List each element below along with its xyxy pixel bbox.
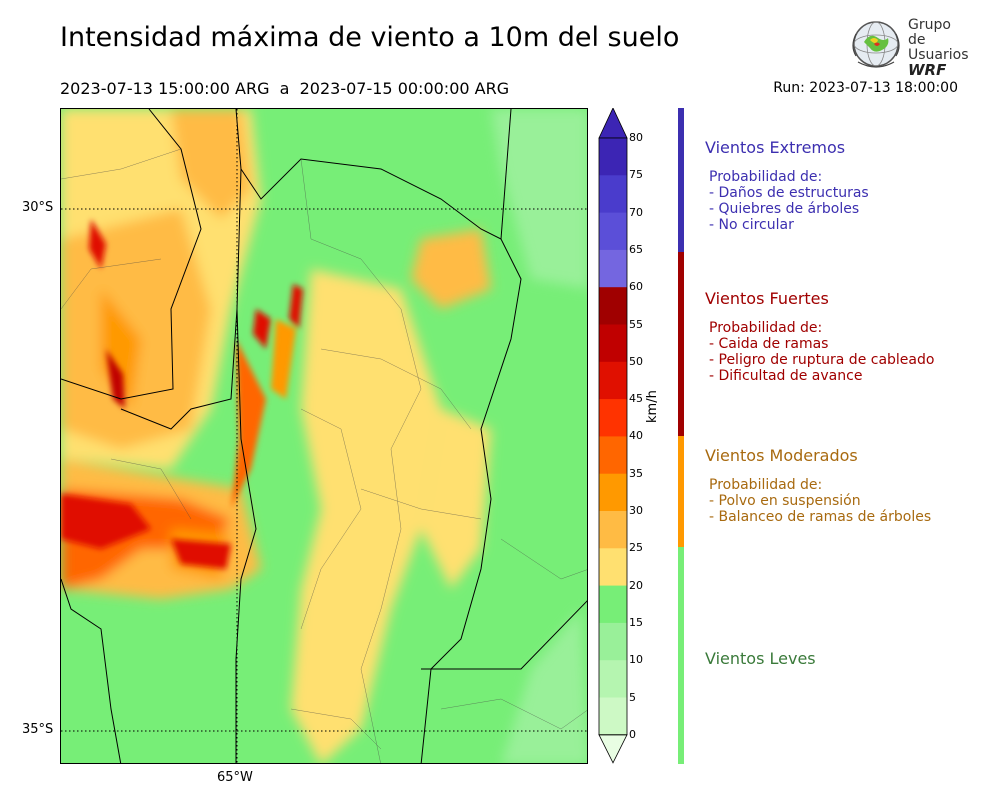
colorbar-tick-label: 60 — [629, 280, 643, 294]
colorbar-tick-label: 45 — [629, 392, 643, 406]
category-line: - Balanceo de ramas de árboles — [709, 509, 932, 525]
colorbar-box — [599, 138, 627, 176]
colorbar-tick-label: 40 — [629, 429, 643, 443]
category-title: Vientos Leves — [705, 649, 816, 668]
category-line: - No circular — [709, 217, 794, 233]
colorbar-box — [599, 660, 627, 698]
colorbar-box — [599, 175, 627, 214]
colorbar-tick-label: 25 — [629, 541, 643, 555]
colorbar-tick-label: 0 — [629, 727, 636, 741]
colorbar-bottom-arrow — [598, 734, 628, 764]
colorbar-tick-label: 15 — [629, 615, 643, 629]
wrf-logo: Grupo de Usuarios WRF — [848, 16, 969, 78]
category-title: Vientos Fuertes — [705, 289, 829, 308]
category-leves: Vientos Leves — [705, 649, 816, 680]
lat-label-30s: 30°S — [22, 200, 54, 215]
colorbar — [598, 108, 628, 764]
colorbar-tick-label: 65 — [629, 242, 643, 256]
wind-field — [61, 109, 587, 763]
colorbar-tick-label: 10 — [629, 653, 643, 667]
category-title: Vientos Extremos — [705, 138, 846, 157]
lon-label-65w: 65°W — [217, 770, 253, 785]
colorbar-tick-label: 70 — [629, 205, 643, 219]
colorbar-tick-label: 20 — [629, 578, 643, 592]
category-moderados: Vientos Moderados Probabilidad de: - Pol… — [705, 446, 931, 525]
logo-text: Grupo de Usuarios WRF — [908, 18, 969, 78]
category-line: - Daños de estructuras — [709, 185, 869, 201]
category-line: - Caida de ramas — [709, 336, 829, 352]
colorbar-tick-label: 5 — [629, 690, 636, 704]
band-fuertes — [678, 252, 684, 436]
colorbar-box — [599, 324, 627, 363]
forecast-period: 2023-07-13 15:00:00 ARG a 2023-07-15 00:… — [60, 79, 510, 98]
colorbar-box — [599, 511, 627, 549]
category-line: - Quiebres de árboles — [709, 201, 860, 217]
category-line: Probabilidad de: — [709, 477, 823, 493]
category-title: Vientos Moderados — [705, 446, 858, 465]
chart-title: Intensidad máxima de viento a 10m del su… — [60, 22, 680, 53]
run-time: Run: 2023-07-13 18:00:00 — [773, 80, 958, 96]
colorbar-box — [599, 548, 627, 587]
colorbar-box — [599, 287, 627, 325]
category-extremos: Vientos Extremos Probabilidad de: - Daño… — [705, 138, 869, 233]
colorbar-tick-label: 30 — [629, 504, 643, 517]
colorbar-box — [599, 473, 627, 512]
colorbar-box — [599, 697, 627, 736]
category-line: - Peligro de ruptura de cableado — [709, 352, 935, 368]
globe-icon — [852, 21, 900, 68]
band-moderados — [678, 436, 684, 547]
colorbar-box — [599, 622, 627, 661]
wind-map — [60, 108, 588, 764]
colorbar-top-arrow — [598, 108, 628, 139]
colorbar-box — [599, 399, 627, 437]
colorbar-tick-label: 80 — [629, 131, 643, 144]
band-leves — [678, 547, 684, 764]
colorbar-unit: km/h — [645, 390, 660, 423]
colorbar-outline — [598, 137, 628, 736]
colorbar-tick-label: 55 — [629, 317, 643, 331]
colorbar-tick-label: 75 — [629, 168, 643, 182]
colorbar-box — [599, 249, 627, 288]
colorbar-box — [599, 436, 627, 475]
category-line: Probabilidad de: — [709, 320, 823, 336]
logo-line-2: Usuarios — [908, 47, 969, 63]
logo-line-1: Grupo de — [908, 17, 951, 48]
colorbar-tick-label: 50 — [629, 354, 643, 368]
colorbar-box — [599, 212, 627, 251]
category-line: - Polvo en suspensión — [709, 493, 861, 509]
colorbar-box — [599, 585, 627, 624]
colorbar-tick-label: 35 — [629, 466, 643, 480]
band-extremos — [678, 108, 684, 252]
category-line: Probabilidad de: — [709, 169, 823, 185]
category-fuertes: Vientos Fuertes Probabilidad de: - Caida… — [705, 289, 934, 384]
logo-line-3: WRF — [908, 61, 947, 79]
category-line: - Dificultad de avance — [709, 368, 863, 384]
lat-label-35s: 35°S — [22, 722, 54, 737]
colorbar-box — [599, 361, 627, 400]
